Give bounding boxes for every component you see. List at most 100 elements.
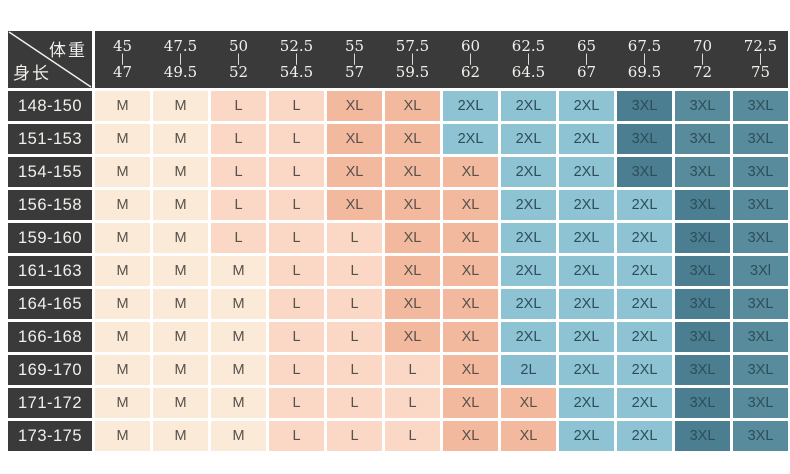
size-chart-table: 体重 身长 45 | 47 47.5 | 49.5 50 | 52 52.5 | 54.5 55 | 57 5… [8,31,788,451]
height-axis-label: 身长 [13,64,51,84]
corner-header-cell: 体重 身长 [8,31,92,88]
size-cell: 2XL [559,421,614,451]
size-cell: 2XL [559,256,614,286]
size-cell: XL [385,91,440,121]
size-cell: 2XL [501,124,556,154]
size-cell: 3XL [675,388,730,418]
size-cell: 3XL [733,190,788,220]
size-cell: M [95,124,150,154]
size-cell: M [211,256,266,286]
size-cell: XL [443,322,498,352]
height-range-label: 169-170 [8,355,92,385]
size-cell: L [211,157,266,187]
size-cell: M [153,124,208,154]
size-cell: M [153,289,208,319]
size-cell: L [327,421,382,451]
size-cell: XL [327,91,382,121]
size-cell: 2XL [617,289,672,319]
size-cell: 3XL [675,355,730,385]
size-cell: XL [443,289,498,319]
size-cell: 2XL [617,388,672,418]
size-cell: 2XL [617,223,672,253]
size-cell: 2XL [501,190,556,220]
size-cell: 3Xl [733,256,788,286]
size-cell: L [327,388,382,418]
size-cell: 3XL [675,289,730,319]
size-cell: 3XL [675,322,730,352]
size-cell: L [327,223,382,253]
size-cell: XL [501,421,556,451]
size-cell: 3XL [733,289,788,319]
weight-range-header: 67.5 | 69.5 [627,36,662,81]
size-cell: L [269,157,324,187]
weight-range-header: 52.5 | 54.5 [279,36,314,81]
size-cell: M [153,421,208,451]
weight-range-header: 47.5 | 49.5 [163,36,198,81]
size-cell: L [269,124,324,154]
weight-range-header: 72.5 | 75 [743,36,778,81]
size-cell: 3XL [617,91,672,121]
size-cell: 3XL [675,157,730,187]
size-cell: 2XL [559,223,614,253]
size-cell: 2XL [617,322,672,352]
size-cell: XL [443,388,498,418]
size-cell: XL [327,157,382,187]
size-cell: L [211,223,266,253]
size-cell: 2XL [617,190,672,220]
size-cell: L [269,421,324,451]
size-cell: L [385,355,440,385]
size-cell: M [95,157,150,187]
size-cell: M [153,256,208,286]
weight-range-header: 70 | 72 [692,36,713,81]
size-cell: M [95,421,150,451]
size-cell: 3XL [733,91,788,121]
size-cell: L [211,190,266,220]
size-cell: 3XL [675,91,730,121]
size-cell: 2XL [443,124,498,154]
size-cell: L [327,355,382,385]
size-cell: 2XL [501,289,556,319]
size-cell: 2XL [617,256,672,286]
size-cell: M [153,91,208,121]
weight-range-header: 50 | 52 [228,36,249,81]
size-cell: XL [443,190,498,220]
size-cell: XL [443,157,498,187]
size-cell: L [385,388,440,418]
weight-range-header: 55 | 57 [344,36,365,81]
height-range-label: 166-168 [8,322,92,352]
weight-axis-label: 体重 [49,41,87,61]
size-cell: 2XL [559,91,614,121]
size-cell: L [211,124,266,154]
size-cell: M [95,388,150,418]
height-range-label: 156-158 [8,190,92,220]
size-cell: L [327,289,382,319]
weight-range-header: 45 | 47 [112,36,133,81]
size-cell: 2XL [559,289,614,319]
size-cell: XL [385,223,440,253]
size-cell: 3XL [617,157,672,187]
size-cell: XL [443,256,498,286]
size-cell: XL [501,388,556,418]
size-cell: XL [443,421,498,451]
size-cell: 2XL [559,157,614,187]
size-cell: 2XL [617,355,672,385]
size-cell: 3XL [675,190,730,220]
size-cell: 2L [501,355,556,385]
size-cell: 2XL [501,256,556,286]
height-range-label: 173-175 [8,421,92,451]
height-range-label: 164-165 [8,289,92,319]
size-cell: M [153,388,208,418]
size-cell: L [269,388,324,418]
size-cell: 3XL [733,157,788,187]
size-cell: 2XL [501,157,556,187]
weight-range-header: 65 | 67 [576,36,597,81]
size-cell: 3XL [733,388,788,418]
size-cell: 3XL [733,322,788,352]
size-cell: XL [327,190,382,220]
size-cell: M [211,289,266,319]
size-cell: M [95,256,150,286]
weight-range-header: 62.5 | 64.5 [511,36,546,81]
size-cell: XL [443,355,498,385]
size-cell: L [269,289,324,319]
height-range-label: 159-160 [8,223,92,253]
